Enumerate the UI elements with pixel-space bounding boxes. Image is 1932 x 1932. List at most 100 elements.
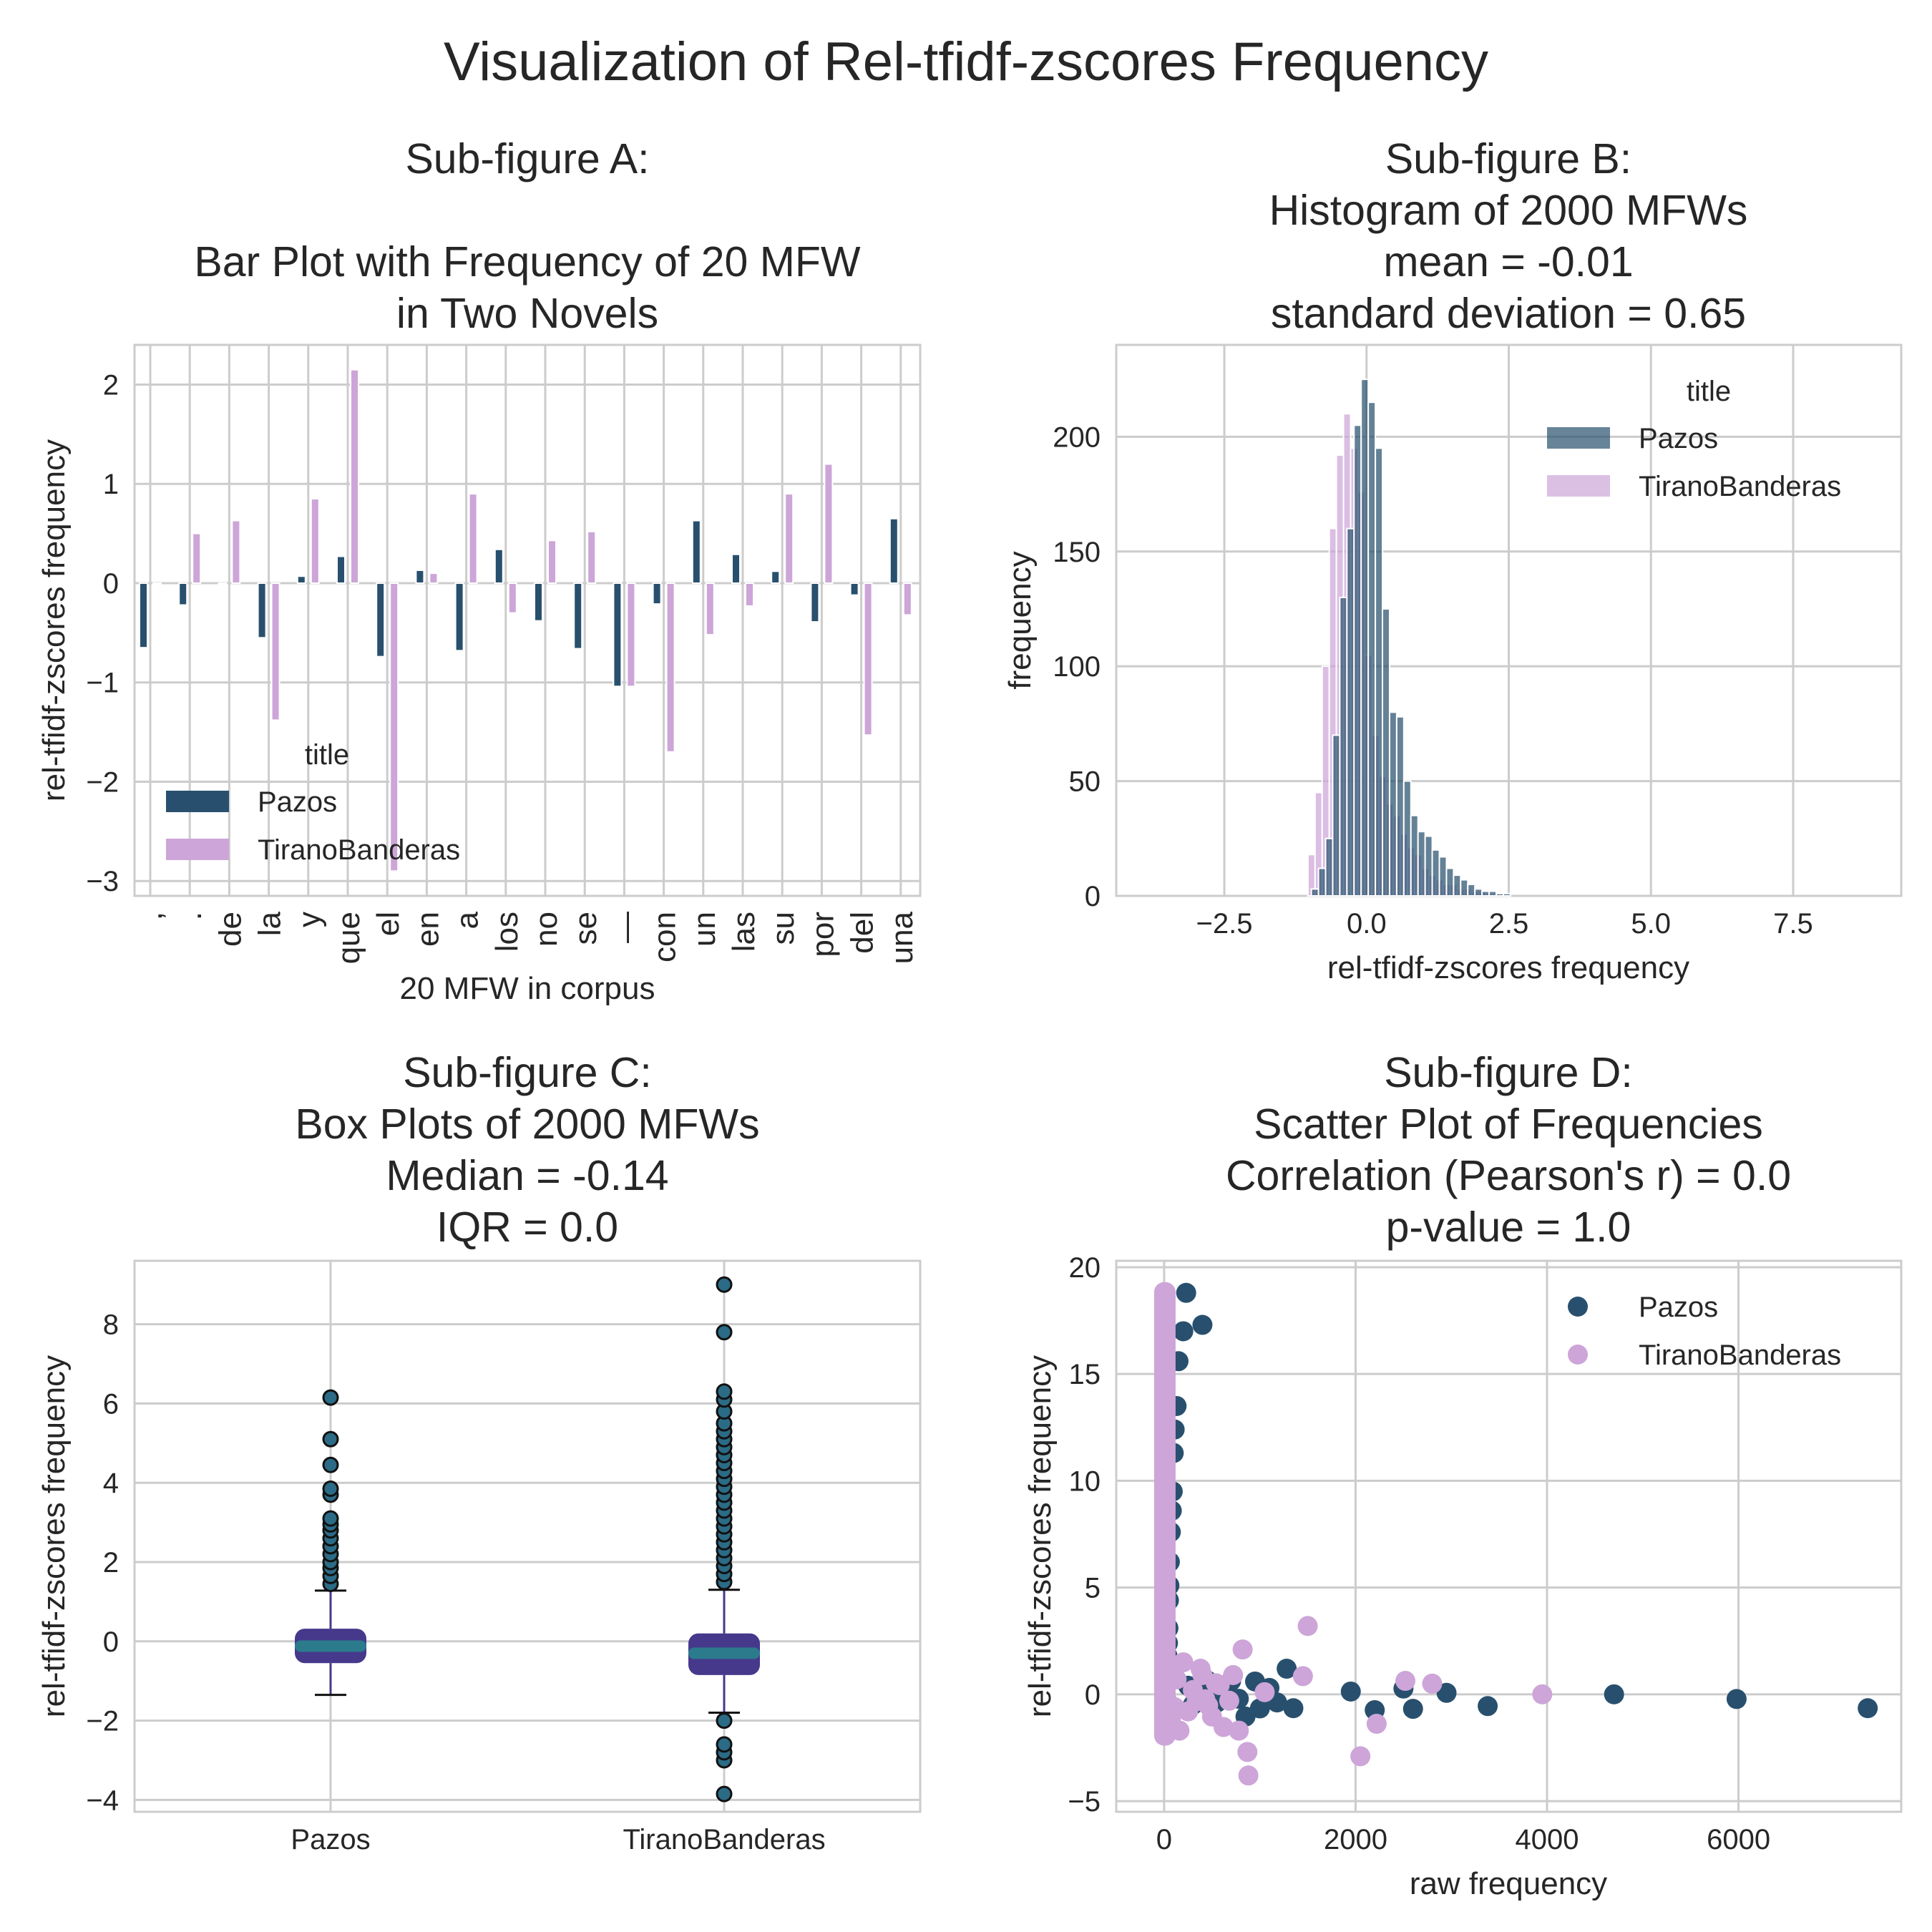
panel-b-hist-bar-pazos: [1467, 883, 1476, 897]
panel-b-hist-bar-pazos: [1324, 837, 1334, 897]
panel-d-xtick-label: 2000: [1324, 1824, 1387, 1855]
panel-d-legend: Pazos TiranoBanderas: [1568, 1292, 1841, 1371]
panel-c-title-line-1: Sub-figure C:: [403, 1049, 652, 1096]
panel-a-bar-tirano: [863, 582, 873, 736]
panel-a-bar-pazos: [494, 548, 504, 584]
panel-d-point-tirano: [1532, 1684, 1553, 1704]
panel-a-bar-pazos: [573, 582, 583, 650]
panel-a-xtick-label: en: [410, 912, 445, 947]
panel-c-flier-point: [322, 1456, 339, 1473]
panel-d-dense-point-cluster: [1153, 1282, 1176, 1746]
panel-c-ytick-label: 0: [103, 1626, 119, 1658]
panel-d-xtick-label: 0: [1156, 1824, 1172, 1855]
panel-b-title-line-4: standard deviation = 0.65: [1271, 290, 1746, 337]
panel-a-bar-tirano: [468, 493, 478, 584]
panel-d-legend-label-pazos: Pazos: [1639, 1292, 1718, 1323]
panel-d-ytick-label: 15: [1069, 1359, 1101, 1390]
panel-b-hist-bar-pazos: [1310, 888, 1319, 897]
panel-d-point-pazos: [1726, 1689, 1747, 1709]
panel-b-hist-bar-pazos: [1339, 596, 1348, 897]
panel-a-legend-label-tirano: TiranoBanderas: [258, 834, 460, 866]
panel-d-point-pazos: [1858, 1698, 1878, 1719]
panel-b-histogram: Sub-figure B: Histogram of 2000 MFWs mea…: [1002, 135, 1903, 985]
panel-c-xtick-label: TiranoBanderas: [623, 1824, 825, 1855]
panel-d-point-tirano: [1238, 1765, 1259, 1786]
panel-b-hist-bar-pazos: [1417, 831, 1426, 897]
panel-a-bar-tirano: [507, 582, 517, 614]
panel-c-ylabel: rel-tfidf-zscores frequency: [36, 1355, 72, 1717]
panel-b-legend: title Pazos TiranoBanderas: [1547, 376, 1841, 502]
panel-b-legend-swatch-tirano: [1547, 475, 1610, 497]
panel-b-hist-bar-pazos: [1488, 890, 1498, 897]
panel-a-bar-tirano: [310, 498, 320, 584]
panel-b-ytick-label: 0: [1085, 881, 1101, 912]
panel-a-bar-tirano: [231, 519, 241, 584]
panel-d-point-tirano: [1254, 1682, 1275, 1702]
panel-b-xtick-label: −2.5: [1196, 908, 1253, 940]
panel-d-point-pazos: [1478, 1696, 1498, 1717]
panel-d-ytick-label: 20: [1069, 1252, 1101, 1284]
panel-d-ytick-label: 5: [1085, 1573, 1101, 1604]
panel-d-point-pazos: [1436, 1682, 1457, 1703]
panel-a-xtick-label: de: [213, 912, 248, 947]
panel-d-point-tirano: [1350, 1746, 1371, 1767]
panel-a-xtick-label: su: [766, 912, 801, 945]
panel-b-hist-bar-pazos: [1353, 424, 1362, 897]
panel-a-title-line-3: Bar Plot with Frequency of 20 MFW: [194, 238, 861, 286]
panel-b-hist-bar-pazos: [1502, 892, 1511, 897]
panel-c-ytick-label: 4: [103, 1468, 119, 1499]
panel-b-hist-bar-pazos: [1332, 734, 1341, 897]
panel-a-xtick-label: con: [648, 912, 683, 962]
panel-b-hist-bar-pazos: [1460, 879, 1469, 897]
panel-b-xtick-label: 0.0: [1347, 908, 1387, 940]
panel-a-xtick-label: .: [173, 912, 208, 920]
panel-c-flier-point: [716, 1324, 733, 1341]
panel-a-ylabel: rel-tfidf-zscores frequency: [36, 439, 72, 801]
panel-b-legend-swatch-pazos: [1547, 427, 1610, 449]
panel-c-flier-point: [716, 1383, 733, 1400]
panel-c-ytick-label: 8: [103, 1309, 119, 1341]
panel-b-xlabel: rel-tfidf-zscores frequency: [1327, 950, 1689, 985]
panel-a-bar-tirano: [152, 582, 162, 585]
panel-b-hist-bar-pazos: [1382, 608, 1390, 897]
panel-b-ylabel: frequency: [1002, 551, 1038, 689]
panel-d-point-tirano: [1395, 1671, 1416, 1692]
panel-c-box-plot: Sub-figure C: Box Plots of 2000 MFWs Med…: [36, 1049, 922, 1855]
panel-d-point-tirano: [1422, 1673, 1443, 1694]
panel-a-xtick-label: el: [371, 912, 406, 936]
panel-a-bar-tirano: [626, 582, 636, 688]
panel-d-xtick-label: 4000: [1516, 1824, 1579, 1855]
panel-b-ytick-label: 50: [1069, 766, 1101, 798]
panel-d-point-pazos: [1173, 1321, 1194, 1342]
panel-d-title-line-1: Sub-figure D:: [1384, 1049, 1633, 1096]
panel-a-bar-pazos: [849, 582, 859, 596]
panel-d-point-tirano: [1219, 1690, 1239, 1711]
panel-a-legend: title Pazos TiranoBanderas: [166, 739, 460, 866]
panel-b-hist-bar-pazos: [1375, 447, 1384, 897]
panel-b-hist-bar-pazos: [1445, 867, 1455, 897]
panel-a-legend-swatch-pazos: [166, 791, 229, 812]
panel-a-legend-title: title: [305, 739, 349, 771]
panel-d-scatter-plot: Sub-figure D: Scatter Plot of Frequencie…: [1023, 1049, 1903, 1901]
panel-b-title-line-3: mean = -0.01: [1383, 238, 1633, 286]
panel-a-title-line-4: in Two Novels: [396, 290, 658, 337]
panel-b-hist-bar-pazos: [1395, 716, 1405, 897]
panel-a-xtick-label: ,: [134, 912, 169, 920]
panel-a-ytick-label: 1: [103, 469, 119, 500]
panel-c-ytick-label: −2: [86, 1706, 119, 1737]
panel-c-flier-point: [322, 1430, 339, 1448]
panel-a-xlabel: 20 MFW in corpus: [400, 971, 655, 1006]
panel-d-title-line-3: Correlation (Pearson's r) = 0.0: [1226, 1152, 1791, 1199]
panel-b-ytick-label: 150: [1053, 537, 1101, 568]
panel-d-ytick-label: 0: [1085, 1679, 1101, 1711]
panel-a-bar-tirano: [547, 540, 557, 584]
panel-d-xlabel: raw frequency: [1410, 1866, 1607, 1901]
panel-a-bar-tirano: [270, 582, 280, 721]
panel-a-xtick-label: la: [253, 911, 288, 936]
panel-d-point-pazos: [1176, 1282, 1196, 1303]
panel-c-plot-area: [133, 1259, 922, 1813]
panel-a-bar-pazos: [178, 582, 188, 606]
panel-d-ylabel: rel-tfidf-zscores frequency: [1023, 1355, 1058, 1717]
panel-a-xtick-label: los: [489, 912, 525, 952]
panel-c-flier-point: [322, 1389, 339, 1406]
